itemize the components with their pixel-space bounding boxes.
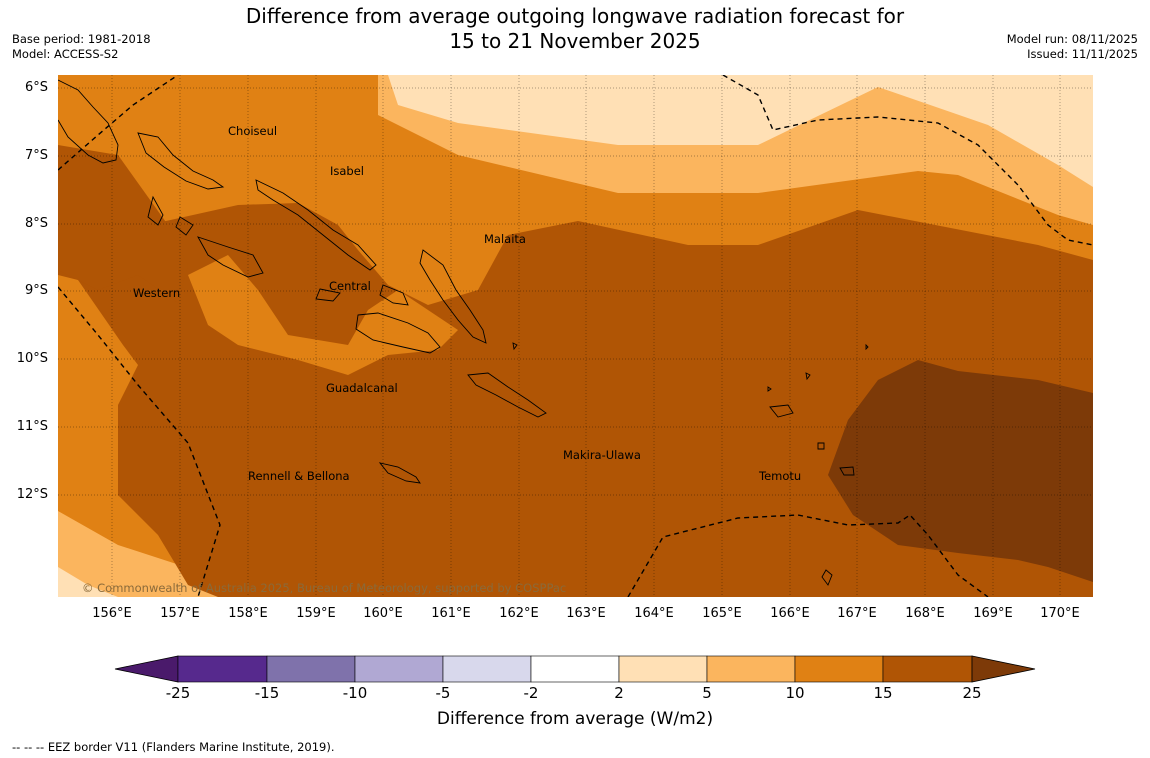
- lon-label: 158°E: [228, 606, 268, 621]
- base-period: Base period: 1981-2018: [12, 32, 151, 46]
- band-15-25-west: [58, 145, 188, 303]
- olr-map: [58, 75, 1093, 597]
- lat-label: 9°S: [24, 283, 48, 298]
- lon-label: 166°E: [770, 606, 810, 621]
- bougainville-coast: [58, 79, 119, 164]
- lat-label: 10°S: [16, 351, 48, 366]
- malaita-coast: [419, 249, 487, 344]
- lon-label: 160°E: [363, 606, 403, 621]
- band-2-5-top: [388, 75, 1093, 187]
- place-label-guadalcanal: Guadalcanal: [326, 381, 398, 395]
- lon-label: 168°E: [905, 606, 945, 621]
- colorbar-segment: [442, 655, 532, 683]
- place-label-central: Central: [329, 279, 371, 293]
- colorbar-tick-label: -5: [435, 684, 451, 702]
- guadalcanal-coast: [355, 312, 441, 354]
- colorbar-tick-label: -15: [254, 684, 280, 702]
- place-label-western: Western: [133, 286, 181, 300]
- colorbar-segment: [882, 655, 973, 683]
- colorbar-extend-min: [114, 655, 179, 683]
- florida-islands-coast: [315, 284, 409, 306]
- colorbar-segment: [177, 655, 268, 683]
- colorbar-segment: [266, 655, 356, 683]
- colorbar-tick-label: 25: [962, 684, 982, 702]
- lon-label: 159°E: [296, 606, 336, 621]
- lon-label: 170°E: [1040, 606, 1080, 621]
- colorbar: [114, 655, 1036, 683]
- colorbar-segment: [706, 655, 796, 683]
- band-over-25: [828, 360, 1093, 582]
- meta-left: Base period: 1981-2018 Model: ACCESS-S2: [12, 32, 151, 62]
- colorbar-tick-label: 15: [873, 684, 893, 702]
- chart-title: Difference from average outgoing longwav…: [0, 4, 1150, 54]
- colorbar-extend-max: [971, 655, 1036, 683]
- title-line-1: Difference from average outgoing longwav…: [245, 4, 905, 28]
- colorbar-tick-label: 10: [785, 684, 805, 702]
- colorbar-segment: [354, 655, 444, 683]
- lat-label: 8°S: [24, 216, 48, 231]
- colorbar-segment: [618, 655, 708, 683]
- lon-label: 161°E: [431, 606, 471, 621]
- small-islets: [512, 342, 869, 586]
- lat-label: 6°S: [24, 80, 48, 95]
- issued-date: Issued: 11/11/2025: [1027, 47, 1138, 61]
- lon-label: 165°E: [702, 606, 742, 621]
- meta-right: Model run: 08/11/2025 Issued: 11/11/2025: [1007, 32, 1138, 62]
- band-2-5-bottom-left: [58, 567, 118, 597]
- eez-legend-note: -- -- -- EEZ border V11 (Flanders Marine…: [12, 740, 335, 754]
- lon-label: 163°E: [566, 606, 606, 621]
- place-label-isabel: Isabel: [330, 164, 365, 178]
- eez-border: [58, 75, 1093, 597]
- colorbar-tick-label: 5: [702, 684, 712, 702]
- colorbar-segment: [794, 655, 884, 683]
- rennell-coast: [378, 462, 421, 484]
- colorbar-tick-label: -2: [523, 684, 539, 702]
- place-label-malaita: Malaita: [484, 232, 526, 246]
- colorbar-tick-label: -10: [342, 684, 368, 702]
- place-label-choiseul: Choiseul: [228, 124, 278, 138]
- copyright-notice: © Commonwealth of Australia 2025, Bureau…: [82, 581, 567, 595]
- isabel-coast: [255, 179, 377, 271]
- place-label-makira-ulawa: Makira-Ulawa: [563, 448, 641, 462]
- lat-label: 12°S: [16, 487, 48, 502]
- place-label-rennell-bellona: Rennell & Bellona: [248, 469, 350, 483]
- title-line-2: 15 to 21 November 2025: [449, 29, 701, 53]
- colorbar-tick-label: 2: [614, 684, 624, 702]
- colorbar-title: Difference from average (W/m2): [436, 709, 714, 729]
- lon-label: 167°E: [837, 606, 877, 621]
- lon-label: 162°E: [499, 606, 539, 621]
- model-name: Model: ACCESS-S2: [12, 47, 119, 61]
- coastlines: [58, 79, 869, 586]
- choiseul-coast: [137, 132, 225, 190]
- colorbar-tick-label: -25: [165, 684, 191, 702]
- lat-label: 7°S: [24, 148, 48, 163]
- new-georgia-coast: [147, 195, 264, 278]
- lat-label: 11°S: [16, 419, 48, 434]
- makira-coast: [467, 372, 547, 418]
- place-label-temotu: Temotu: [759, 469, 802, 483]
- lon-label: 164°E: [634, 606, 674, 621]
- band-10-15-central: [188, 255, 458, 375]
- model-run: Model run: 08/11/2025: [1006, 32, 1138, 46]
- colorbar-segment: [530, 655, 620, 683]
- lon-label: 169°E: [973, 606, 1013, 621]
- lon-label: 157°E: [160, 606, 200, 621]
- lon-label: 156°E: [92, 606, 132, 621]
- graticule: [58, 75, 1093, 597]
- santa-cruz-coast: [769, 404, 855, 476]
